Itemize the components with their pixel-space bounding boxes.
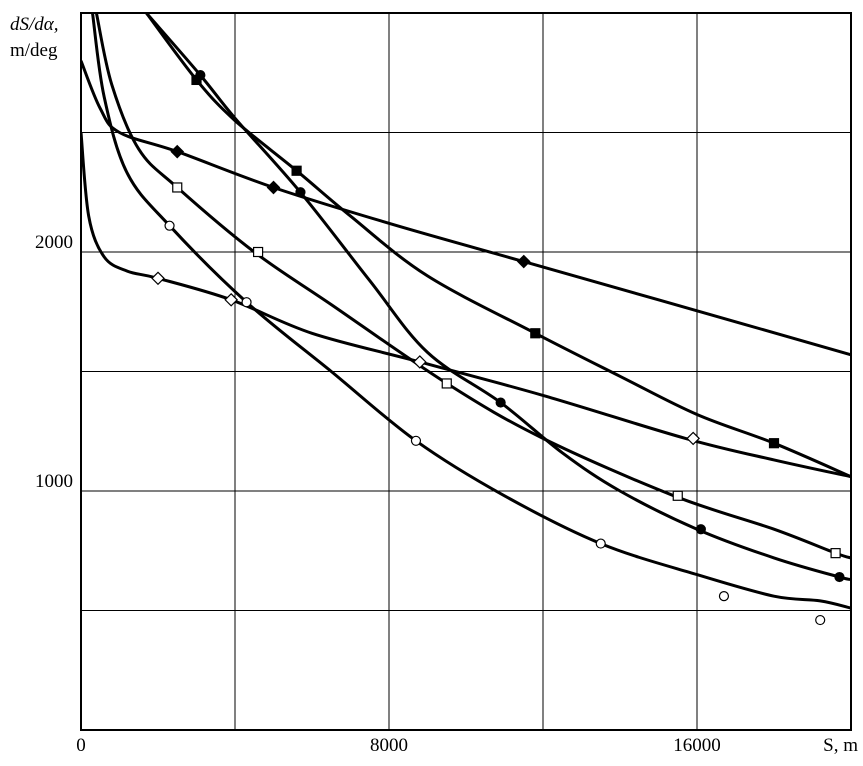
y-tick-label-1: 2000 bbox=[35, 232, 73, 253]
open-square-marker-3-0 bbox=[172, 182, 183, 193]
filled-circle-marker-2-2 bbox=[495, 397, 506, 408]
open-circle-marker-4-1 bbox=[241, 297, 252, 308]
open-square-marker-3-2 bbox=[441, 378, 452, 389]
series-line-1 bbox=[145, 13, 851, 479]
filled-circle-marker-2-1 bbox=[295, 187, 306, 198]
x-axis-title: S, m bbox=[823, 735, 858, 756]
open-square-marker-3-3 bbox=[672, 490, 683, 501]
open-circle-marker-4-3 bbox=[595, 538, 606, 549]
open-diamond-marker-5-2 bbox=[412, 355, 427, 369]
series-line-0 bbox=[81, 60, 851, 357]
open-circle-marker-4-4 bbox=[718, 591, 730, 602]
filled-square-marker-1-1 bbox=[291, 165, 302, 176]
series-layer bbox=[81, 13, 851, 610]
filled-diamond-marker-0-0 bbox=[170, 144, 185, 159]
filled-circle-marker-2-0 bbox=[195, 70, 206, 81]
filled-square-marker-1-2 bbox=[530, 328, 541, 339]
tick-labels: 0 8000 16000 1000 2000 bbox=[35, 232, 721, 756]
open-square-marker-3-1 bbox=[253, 246, 264, 258]
open-square-marker-3-4 bbox=[830, 548, 841, 559]
y-axis-title-line1: dS/dα, bbox=[10, 14, 59, 35]
x-tick-label-2: 16000 bbox=[673, 735, 721, 756]
x-tick-label-1: 8000 bbox=[370, 735, 408, 756]
open-diamond-marker-5-3 bbox=[686, 431, 700, 446]
y-tick-label-0: 1000 bbox=[35, 471, 73, 492]
x-tick-label-0: 0 bbox=[76, 735, 86, 756]
open-diamond-marker-5-1 bbox=[224, 292, 238, 307]
open-circle-marker-4-5 bbox=[815, 614, 826, 626]
filled-diamond-marker-0-1 bbox=[266, 180, 281, 195]
series-line-5 bbox=[81, 132, 851, 479]
filled-diamond-marker-0-2 bbox=[516, 254, 531, 269]
filled-circle-marker-2-4 bbox=[834, 571, 845, 583]
y-axis-title-line2: m/deg bbox=[10, 40, 58, 61]
filled-circle-marker-2-3 bbox=[695, 524, 706, 535]
open-circle-marker-4-0 bbox=[164, 220, 175, 231]
filled-square-marker-1-3 bbox=[768, 438, 780, 449]
open-circle-marker-4-2 bbox=[410, 435, 422, 446]
marker-layer bbox=[151, 70, 845, 626]
plot-frame bbox=[80, 12, 852, 731]
grid bbox=[80, 12, 852, 731]
series-line-2 bbox=[145, 13, 851, 581]
open-diamond-marker-5-0 bbox=[151, 271, 165, 286]
